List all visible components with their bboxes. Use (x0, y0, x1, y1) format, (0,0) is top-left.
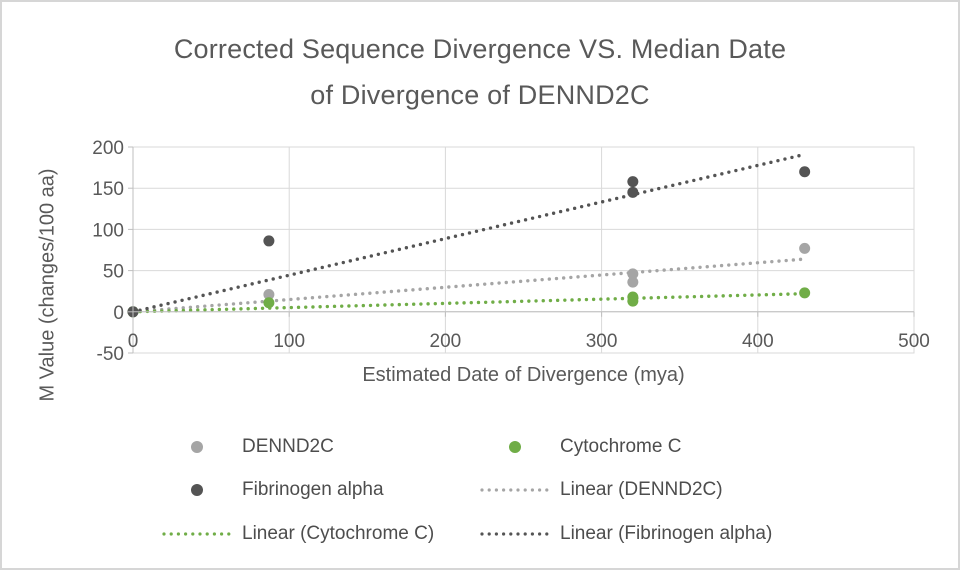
x-axis-title: Estimated Date of Divergence (mya) (362, 364, 685, 386)
data-point-fibrinogen-alpha (627, 186, 639, 198)
legend-label: Linear (Cytochrome C) (242, 523, 435, 544)
chart-title-line2: of Divergence of DENND2C (310, 80, 650, 110)
data-point-dennd2c (627, 268, 639, 280)
legend-item-fibrinogen-alpha: Fibrinogen alpha (162, 477, 384, 503)
legend-label: Linear (Fibrinogen alpha) (560, 523, 773, 544)
legend-dot-icon (191, 441, 203, 453)
legend-item-linear-cytochrome-c: Linear (Cytochrome C) (162, 521, 434, 547)
legend-item-dennd2c: DENND2C (162, 434, 334, 460)
x-tick-label: 300 (586, 331, 618, 352)
legend-label: Fibrinogen alpha (242, 479, 384, 500)
legend-dot-icon (509, 441, 521, 453)
trendline-linear-fibrinogen-alpha (131, 152, 807, 314)
data-point-cytochrome-c (627, 295, 639, 307)
data-point-cytochrome-c (799, 287, 811, 299)
y-axis-title: M Value (changes/100 aa) (36, 168, 59, 402)
legend-dot-icon (480, 440, 550, 454)
chart-title-line1: Corrected Sequence Divergence VS. Median… (173, 34, 787, 64)
trendline-linear-dennd2c (131, 257, 807, 314)
legend-dotted-line-icon (480, 483, 550, 497)
legend-label: Linear (DENND2C) (560, 479, 723, 500)
trendline-linear-cytochrome-c (131, 291, 807, 314)
legend-item-linear-dennd2c: Linear (DENND2C) (480, 477, 723, 503)
chart-title: Corrected Sequence Divergence VS. Median… (2, 26, 958, 118)
y-tick-label: -50 (97, 344, 124, 365)
legend-dot-icon (191, 484, 203, 496)
data-point-fibrinogen-alpha (263, 235, 275, 247)
legend-dotted-line-icon (480, 527, 550, 541)
y-tick-label: 50 (103, 262, 124, 283)
x-tick-label: 500 (898, 331, 930, 352)
plot-border (132, 146, 915, 354)
data-point-fibrinogen-alpha (799, 166, 811, 178)
y-tick-label: 150 (92, 179, 124, 200)
legend-item-linear-fibrinogen-alpha: Linear (Fibrinogen alpha) (480, 521, 772, 547)
x-tick-label: 100 (273, 331, 305, 352)
legend-label: DENND2C (242, 436, 334, 457)
data-point-dennd2c (263, 288, 275, 300)
x-tick-label: 200 (430, 331, 462, 352)
x-tick-label: 0 (128, 331, 139, 352)
data-point-dennd2c (799, 242, 811, 254)
legend-label: Cytochrome C (560, 436, 682, 457)
data-point-dennd2c (627, 276, 639, 288)
y-tick-label: 200 (92, 138, 124, 159)
legend-dot-icon (162, 440, 232, 454)
legend-dotted-line-icon (162, 527, 232, 541)
data-point-fibrinogen-alpha (627, 176, 639, 188)
y-tick-label: 100 (92, 220, 124, 241)
x-tick-label: 400 (742, 331, 774, 352)
data-point-cytochrome-c (263, 297, 275, 309)
legend-dot-icon (162, 483, 232, 497)
legend-item-cytochrome-c: Cytochrome C (480, 434, 681, 460)
y-tick-label: 0 (113, 303, 124, 324)
